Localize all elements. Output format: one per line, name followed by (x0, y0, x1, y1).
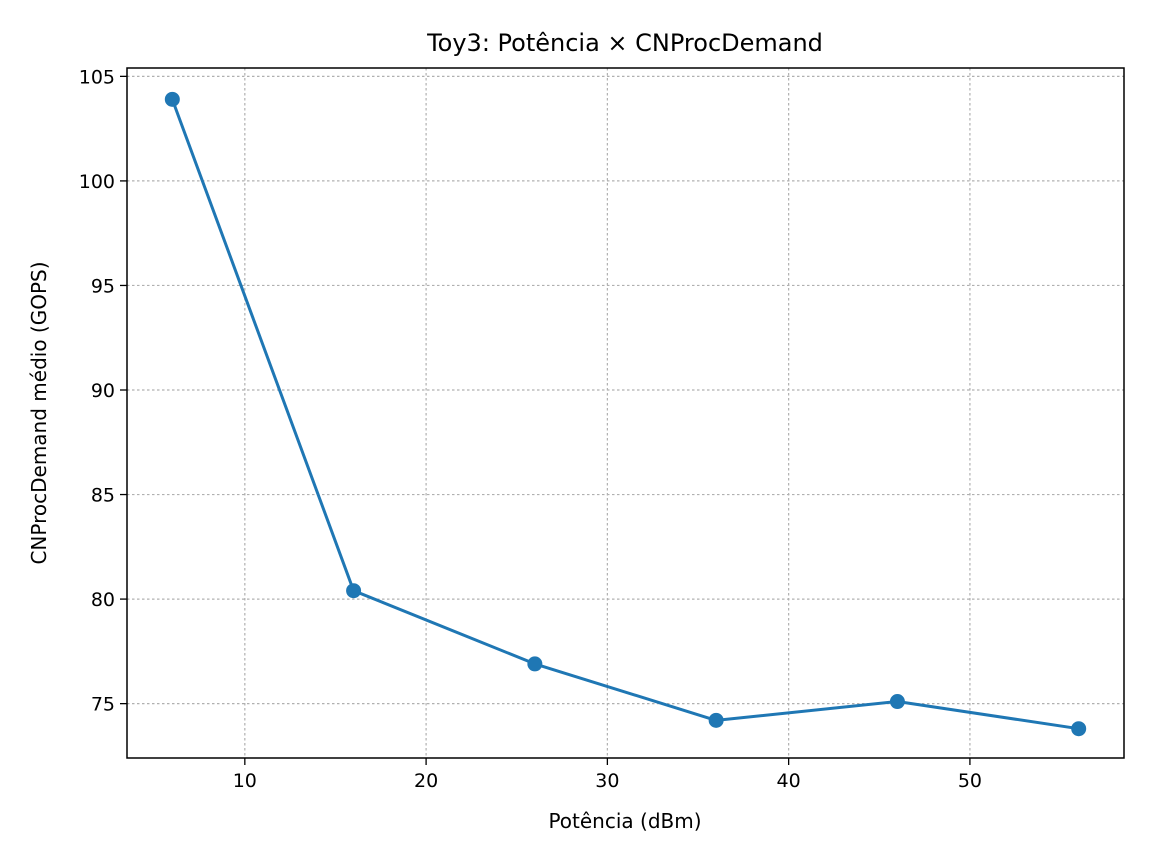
data-point (346, 583, 362, 599)
y-tick-label: 100 (79, 171, 115, 193)
y-tick-label: 85 (91, 485, 115, 507)
chart-title: Toy3: Potência × CNProcDemand (426, 29, 823, 57)
y-axis-label: CNProcDemand médio (GOPS) (27, 261, 51, 564)
x-tick-label: 40 (777, 770, 801, 792)
y-tick-label: 80 (91, 589, 115, 611)
grid (127, 68, 1124, 758)
series-line (170, 98, 1079, 731)
data-point (527, 656, 543, 672)
x-axis-label: Potência (dBm) (548, 809, 701, 833)
data-point (164, 91, 180, 107)
plot-area-frame (126, 67, 1125, 759)
data-point (889, 694, 905, 710)
x-axis-ticks: 10 20 30 40 50 (233, 758, 982, 792)
y-axis-ticks: 75 80 85 90 95 100 105 (79, 66, 127, 716)
x-tick-label: 10 (233, 770, 257, 792)
x-tick-label: 20 (414, 770, 438, 792)
y-tick-label: 90 (91, 380, 115, 402)
y-tick-label: 95 (91, 275, 115, 297)
series (164, 91, 1087, 737)
x-tick-label: 50 (958, 770, 982, 792)
x-tick-label: 30 (595, 770, 619, 792)
data-point (1071, 721, 1087, 737)
y-tick-label: 105 (79, 66, 115, 88)
y-tick-label: 75 (91, 694, 115, 716)
data-point (708, 712, 724, 728)
